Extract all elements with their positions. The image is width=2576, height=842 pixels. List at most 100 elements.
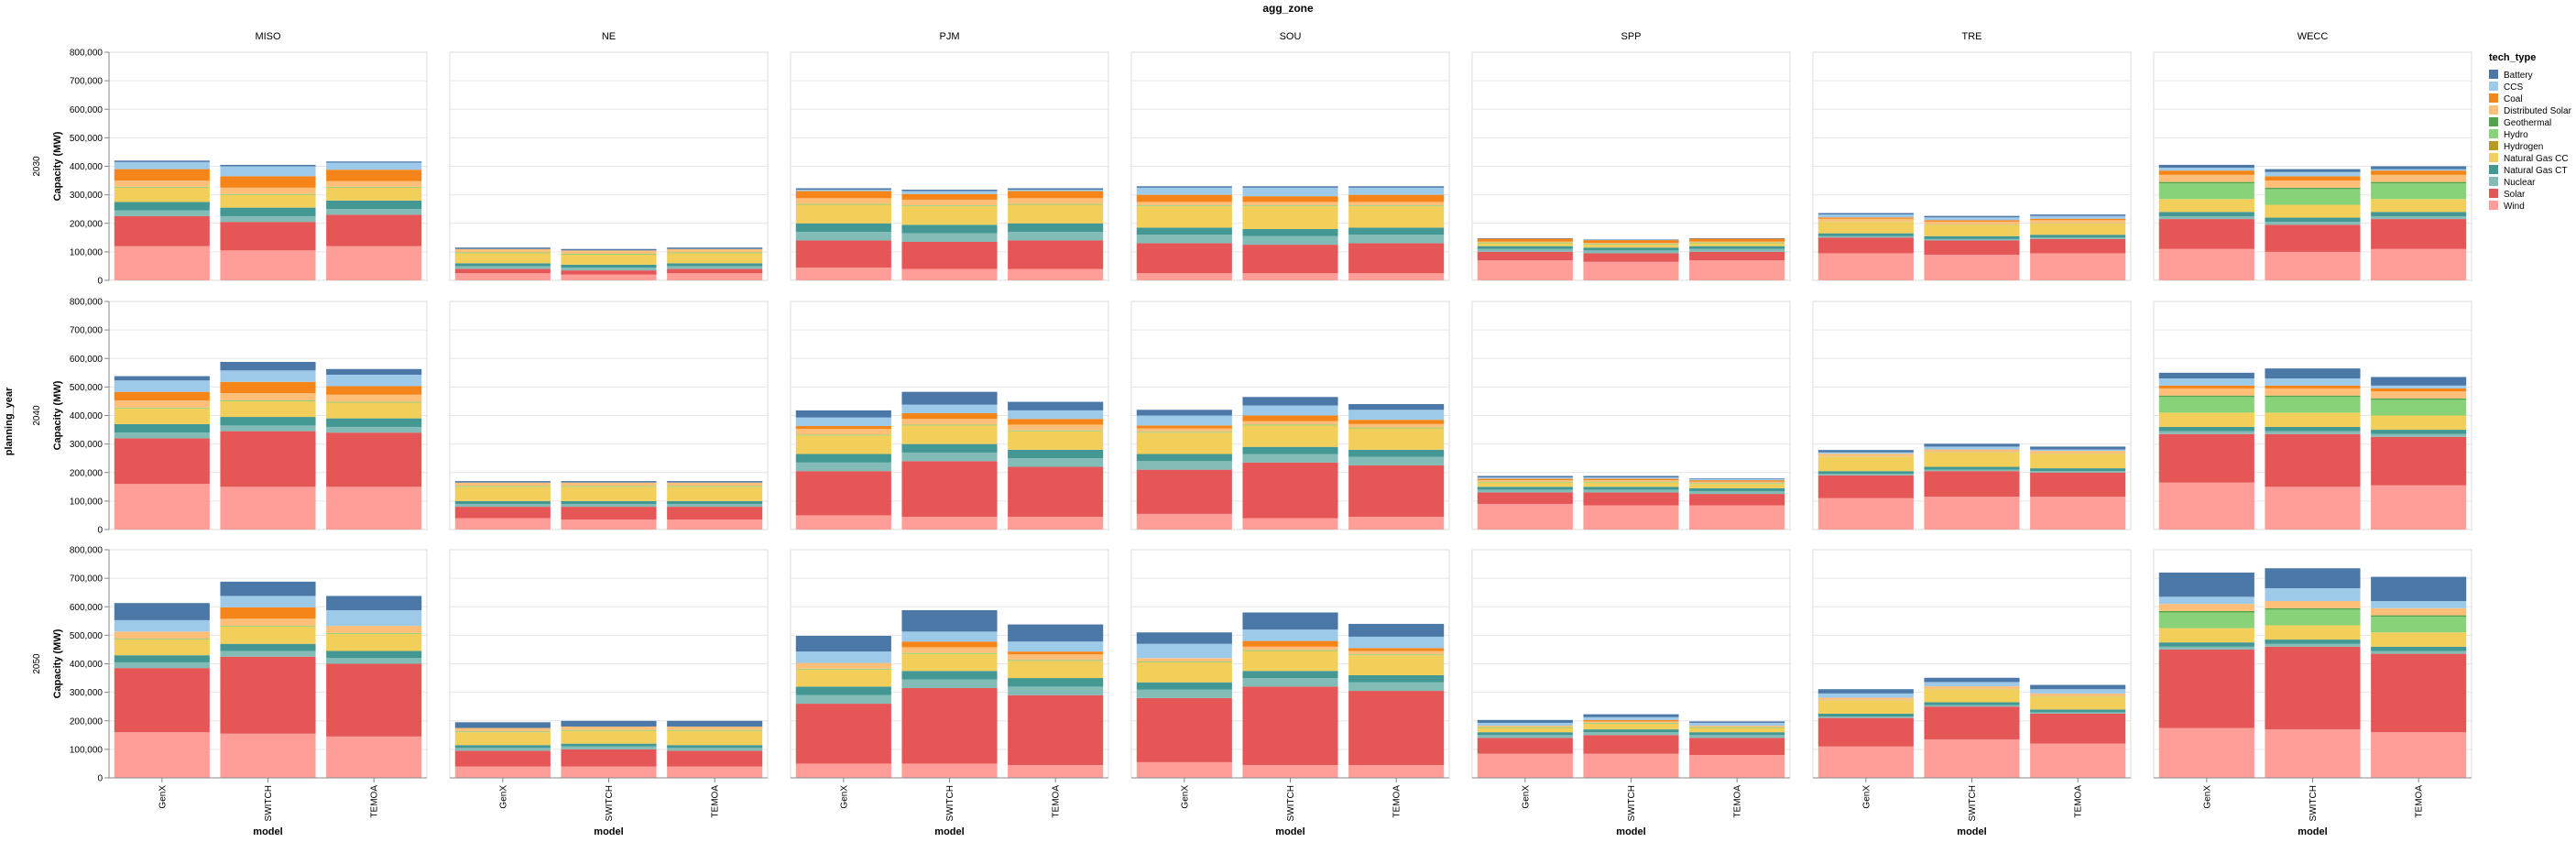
bar-segment-wind: WECC 2040 TEMOA Wind: 155000 [2371,485,2467,530]
legend-swatch-hydro [2489,129,2498,138]
panel-pjm-2050: PJM 2050 GenX Wind: 50000PJM 2050 GenX S… [790,549,1109,837]
bar-segment-wind: PJM 2030 TEMOA Wind: 40000 [1008,268,1104,280]
bar-segment-battery: TRE 2040 SWITCH Battery: 10000 [1924,443,2020,447]
column-header-sou: SOU [1280,31,1302,42]
bar-segment-hydro: SPP 2030 TEMOA Hydro: 3000 [1689,242,1785,244]
bar-segment-solar: SOU 2040 TEMOA Solar: 180000 [1348,465,1445,517]
x-tick-label: SWITCH [2309,785,2319,821]
bar-segment-solar: MISO 2030 SWITCH Solar: 100000 [220,222,316,251]
y-axis-title: Capacity (MW) [52,629,63,698]
bar-segment-ccs: MISO 2050 TEMOA CCS: 55000 [326,609,422,627]
bar-segment-wind: MISO 2050 SWITCH Wind: 155000 [220,733,316,778]
bar-segment-geothermal: WECC 2040 GenX Geothermal: 5000 [2158,395,2254,398]
bar-segment-natural-gas-cc: SOU 2050 SWITCH Natural Gas CC: 70000 [1242,651,1338,672]
bar-segment-natural-gas-ct: SOU 2050 GenX Natural Gas CT: 25000 [1136,682,1232,690]
bar-segment-distributed-solar: PJM 2030 GenX Distributed Solar: 20000 [795,198,891,204]
y-tick-label: 300,000 [70,440,104,450]
bar-segment-coal: PJM 2030 GenX Coal: 25000 [795,191,891,199]
bar-segment-nuclear: MISO 2040 TEMOA Nuclear: 20000 [326,426,422,433]
legend-swatch-ccs [2489,82,2498,91]
bar-segment-hydro: MISO 2040 SWITCH Hydro: 3000 [220,400,316,401]
bar-segment-wind: WECC 2040 SWITCH Wind: 150000 [2265,487,2361,530]
bar-segment-natural-gas-ct: SOU 2040 SWITCH Natural Gas CT: 25000 [1242,446,1338,454]
bar-segment-ccs: TRE 2040 SWITCH CCS: 10000 [1924,446,2020,450]
y-tick-label: 0 [97,526,103,536]
panel-pjm-2040: PJM 2040 GenX Wind: 50000PJM 2040 GenX S… [790,301,1109,530]
bar-segment-battery: TRE 2050 GenX Battery: 15000 [1817,689,1914,694]
bar-segment-nuclear: WECC 2030 GenX Nuclear: 10000 [2158,215,2254,220]
bar-segment-distributed-solar: TRE 2030 TEMOA Distributed Solar: 10000 [2030,220,2126,224]
bar-segment-distributed-solar: PJM 2050 TEMOA Distributed Solar: 20000 [1008,654,1104,661]
bar-segment-natural-gas-cc: SPP 2050 TEMOA Natural Gas CC: 15000 [1689,727,1785,733]
bar-segment-wind: SPP 2040 GenX Wind: 90000 [1477,503,1573,530]
bar-segment-battery: TRE 2030 GenX Battery: 5000 [1817,213,1914,215]
bar-segment-distributed-solar: WECC 2050 SWITCH Distributed Solar: 2500… [2265,601,2361,608]
y-tick-label: 0 [97,774,103,784]
bar-segment-solar: MISO 2030 GenX Solar: 105000 [114,215,210,246]
bar-segment-coal: MISO 2030 TEMOA Coal: 40000 [326,169,422,181]
bar-segment-nuclear: PJM 2040 GenX Nuclear: 30000 [795,462,891,472]
bar-segment-solar: SPP 2050 SWITCH Solar: 65000 [1583,735,1679,754]
bar-segment-battery: SOU 2040 SWITCH Battery: 30000 [1242,397,1338,406]
legend-swatch-natural-gas-ct [2489,165,2498,174]
bar-segment-coal: TRE 2030 TEMOA Coal: 5000 [2030,218,2126,221]
bar-segment-wind: MISO 2040 SWITCH Wind: 150000 [220,487,316,530]
bar-segment-natural-gas-ct: PJM 2040 GenX Natural Gas CT: 30000 [795,454,891,463]
bar-segment-ccs: PJM 2050 GenX CCS: 40000 [795,651,891,663]
bar-segment-solar: WECC 2040 GenX Solar: 170000 [2158,433,2254,483]
bar-segment-ccs: TRE 2040 TEMOA CCS: 5000 [2030,449,2126,452]
bar-segment-hydro: SPP 2040 TEMOA Hydro: 3000 [1689,483,1785,485]
bar-segment-natural-gas-ct: TRE 2030 TEMOA Natural Gas CT: 10000 [2030,235,2126,238]
bar-segment-natural-gas-ct: PJM 2050 SWITCH Natural Gas CT: 30000 [901,671,998,680]
bar-segment-natural-gas-ct: SPP 2050 SWITCH Natural Gas CT: 10000 [1583,729,1679,733]
bar-segment-ccs: MISO 2050 SWITCH CCS: 40000 [220,596,316,607]
bar-segment-wind: NE 2040 TEMOA Wind: 35000 [667,519,763,530]
bar-segment-wind: SPP 2050 SWITCH Wind: 85000 [1583,753,1679,778]
y-tick-label: 500,000 [70,134,104,144]
bar-segment-natural-gas-ct: SPP 2040 TEMOA Natural Gas CT: 10000 [1689,487,1785,491]
bar-segment-natural-gas-ct: SPP 2040 GenX Natural Gas CT: 10000 [1477,487,1573,490]
bar-segment-wind: SOU 2040 SWITCH Wind: 40000 [1242,518,1338,530]
bar-segment-wind: NE 2050 GenX Wind: 40000 [454,766,551,778]
bar-segment-natural-gas-ct: PJM 2030 GenX Natural Gas CT: 30000 [795,223,891,233]
x-axis-title: model [1957,826,1986,837]
bar-segment-wind: TRE 2040 GenX Wind: 110000 [1817,498,1914,530]
bar-segment-solar: TRE 2040 TEMOA Solar: 85000 [2030,472,2126,498]
bar-segment-battery: MISO 2040 GenX Battery: 15000 [114,376,210,381]
bar-segment-hydro: SPP 2030 GenX Hydro: 3000 [1477,242,1573,244]
bar-segment-solar: NE 2030 GenX Solar: 15000 [454,268,551,274]
bar-segment-nuclear: SOU 2030 SWITCH Nuclear: 30000 [1242,235,1338,246]
bar-segment-natural-gas-ct: PJM 2040 TEMOA Natural Gas CT: 30000 [1008,449,1104,459]
bar-segment-natural-gas-ct: MISO 2050 SWITCH Natural Gas CT: 25000 [220,643,316,651]
bar-segment-hydro: WECC 2050 SWITCH Hydro: 55000 [2265,609,2361,626]
bar-segment-wind: SOU 2040 TEMOA Wind: 45000 [1348,516,1445,530]
x-tick-label: SWITCH [1968,785,1978,821]
panels: MISOMISO 2030 GenX Wind: 120000MISO 2030… [32,31,2472,837]
bar-segment-distributed-solar: NE 2050 SWITCH Distributed Solar: 12000 [561,726,657,730]
bar-segment-wind: TRE 2040 TEMOA Wind: 115000 [2030,497,2126,530]
bar-segment-nuclear: TRE 2040 TEMOA Nuclear: 5000 [2030,471,2126,473]
bar-segment-solar: SPP 2050 GenX Solar: 55000 [1477,738,1573,754]
bar-segment-natural-gas-cc: TRE 2050 TEMOA Natural Gas CC: 45000 [2030,696,2126,710]
bar-segment-coal: SPP 2030 GenX Coal: 10000 [1477,238,1573,242]
y-tick-label: 700,000 [70,574,104,585]
bar-segment-ccs: MISO 2030 GenX CCS: 25000 [114,161,210,169]
bar-segment-solar: WECC 2050 SWITCH Solar: 290000 [2265,646,2361,730]
bar-segment-distributed-solar: SOU 2030 SWITCH Distributed Solar: 12000 [1242,202,1338,206]
bar-segment-natural-gas-ct: NE 2030 SWITCH Natural Gas CT: 10000 [561,264,657,268]
bar-segment-distributed-solar: SOU 2030 GenX Distributed Solar: 12000 [1136,202,1232,206]
row-header-2030: 2030 [32,156,42,177]
bar-segment-natural-gas-ct: PJM 2030 TEMOA Natural Gas CT: 30000 [1008,223,1104,233]
bar-segment-wind: SOU 2030 GenX Wind: 25000 [1136,273,1232,280]
bar-segment-ccs: SPP 2040 SWITCH CCS: 5000 [1583,477,1679,479]
bar-segment-hydro: SOU 2030 TEMOA Hydro: 3000 [1348,205,1445,207]
bar-segment-hydro: SPP 2040 SWITCH Hydro: 3000 [1583,481,1679,483]
bar-segment-natural-gas-cc: TRE 2050 GenX Natural Gas CC: 45000 [1817,700,1914,714]
bar-segment-nuclear: PJM 2030 SWITCH Nuclear: 30000 [901,233,998,242]
y-tick-label: 400,000 [70,660,104,670]
bar-segment-nuclear: WECC 2040 GenX Nuclear: 10000 [2158,431,2254,434]
bar-segment-natural-gas-cc: PJM 2030 GenX Natural Gas CC: 65000 [795,204,891,224]
bar-segment-natural-gas-ct: TRE 2050 GenX Natural Gas CT: 10000 [1817,713,1914,717]
bar-segment-battery: SPP 2030 TEMOA Battery: 2000 [1689,237,1785,239]
row-header-2050: 2050 [32,653,42,674]
